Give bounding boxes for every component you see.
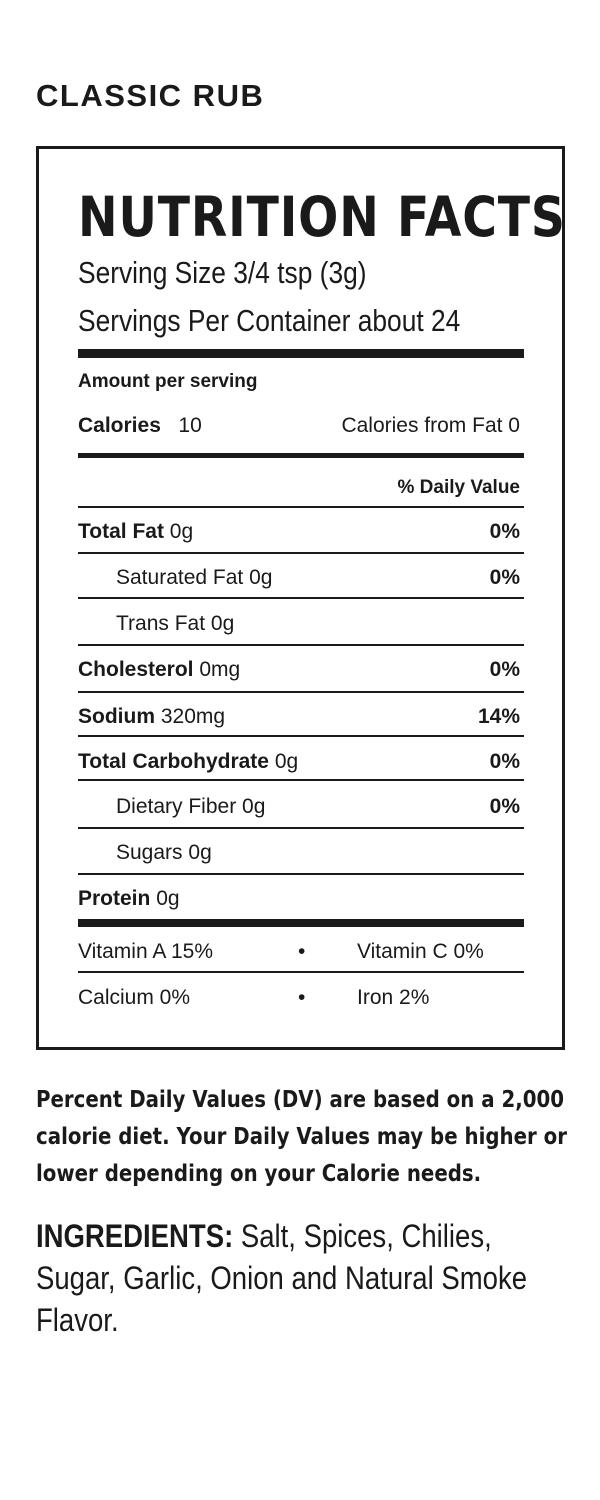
product-name: CLASSIC RUB <box>36 78 265 113</box>
nutrient-label: Trans Fat <box>116 612 206 635</box>
vitamin-row: Calcium 0% • Iron 2% <box>78 985 524 1011</box>
nutrient-row-dietary-fiber: Dietary Fiber 0g 0% <box>78 794 524 820</box>
ingredients-label: INGREDIENTS: <box>36 1218 234 1254</box>
nutrient-row-saturated-fat: Saturated Fat 0g 0% <box>78 565 524 591</box>
nutrient-amount: 0g <box>169 520 194 543</box>
row-divider <box>78 644 524 646</box>
medium-divider <box>78 453 524 458</box>
vitamin-row: Vitamin A 15% • Vitamin C 0% <box>78 939 524 965</box>
row-divider <box>78 691 524 693</box>
nutrient-label: Sugars <box>116 841 183 864</box>
nutrient-label: Saturated Fat <box>116 566 244 589</box>
nutrient-row-total-carbohydrate: Total Carbohydrate 0g 0% <box>78 749 524 775</box>
nutrient-dv: 0% <box>489 566 520 589</box>
nutrient-row-sodium: Sodium 320mg 14% <box>78 704 524 730</box>
row-divider <box>78 971 524 973</box>
daily-value-header: % Daily Value <box>397 477 520 498</box>
calcium: Calcium 0% <box>78 986 191 1009</box>
nutrient-label: Dietary Fiber <box>116 795 237 818</box>
nutrient-amount: 0g <box>274 750 299 773</box>
row-divider <box>78 735 524 737</box>
nutrient-amount: 320mg <box>160 705 226 728</box>
nutrition-facts-title: NUTRITION FACTS <box>78 185 566 249</box>
nutrient-row-protein: Protein 0g <box>78 886 524 912</box>
nutrient-label: Protein <box>78 887 151 910</box>
nutrient-row-sugars: Sugars 0g <box>78 840 524 866</box>
amount-per-serving: Amount per serving <box>78 371 258 392</box>
row-divider <box>78 506 524 508</box>
nutrient-amount: 0g <box>249 566 273 589</box>
vitamin-c: Vitamin C 0% <box>357 940 484 963</box>
nutrient-dv: 14% <box>477 705 520 728</box>
bullet-icon: • <box>298 986 306 1009</box>
ingredients-text: Salt, Spices, Chilies, Sugar, Garlic, On… <box>36 1218 528 1338</box>
row-divider <box>78 597 524 599</box>
daily-value-footnote: Percent Daily Values (DV) are based on a… <box>36 1087 568 1187</box>
nutrient-label: Total Fat <box>78 520 164 543</box>
nutrient-dv: 0% <box>489 750 520 773</box>
calories-value: 10 <box>178 414 202 437</box>
nutrient-label: Sodium <box>78 705 155 728</box>
nutrient-row-trans-fat: Trans Fat 0g <box>78 611 524 637</box>
nutrient-row-total-fat: Total Fat 0g 0% <box>78 519 524 545</box>
nutrient-dv: 0% <box>489 795 520 818</box>
servings-per-container: Servings Per Container about 24 <box>78 303 461 338</box>
nutrient-amount: 0g <box>210 612 235 635</box>
thick-divider <box>78 349 524 358</box>
calories-from-fat: Calories from Fat 0 <box>341 414 520 437</box>
vitamin-a: Vitamin A 15% <box>78 940 214 963</box>
nutrient-amount: 0g <box>242 795 266 818</box>
nutrient-label: Total Carbohydrate <box>78 750 269 773</box>
nutrient-amount: 0g <box>156 887 180 910</box>
row-divider <box>78 827 524 829</box>
nutrition-facts-panel: NUTRITION FACTS Serving Size 3/4 tsp (3g… <box>36 146 565 1050</box>
nutrient-label: Cholesterol <box>78 658 194 681</box>
nutrient-row-cholesterol: Cholesterol 0mg 0% <box>78 657 524 683</box>
ingredients: INGREDIENTS: Salt, Spices, Chilies, Suga… <box>36 1215 569 1341</box>
nutrient-dv: 0% <box>489 658 520 681</box>
row-divider <box>78 552 524 554</box>
row-divider <box>78 779 524 781</box>
thick-divider <box>78 919 524 927</box>
nutrient-dv: 0% <box>489 520 520 543</box>
row-divider <box>78 873 524 875</box>
nutrient-amount: 0mg <box>199 658 241 681</box>
nutrient-amount: 0g <box>188 841 212 864</box>
calories-label: Calories <box>78 414 161 437</box>
serving-size: Serving Size 3/4 tsp (3g) <box>78 255 367 290</box>
calories-row: Calories 10 Calories from Fat 0 <box>78 413 524 439</box>
bullet-icon: • <box>298 940 306 963</box>
iron: Iron 2% <box>357 986 430 1009</box>
